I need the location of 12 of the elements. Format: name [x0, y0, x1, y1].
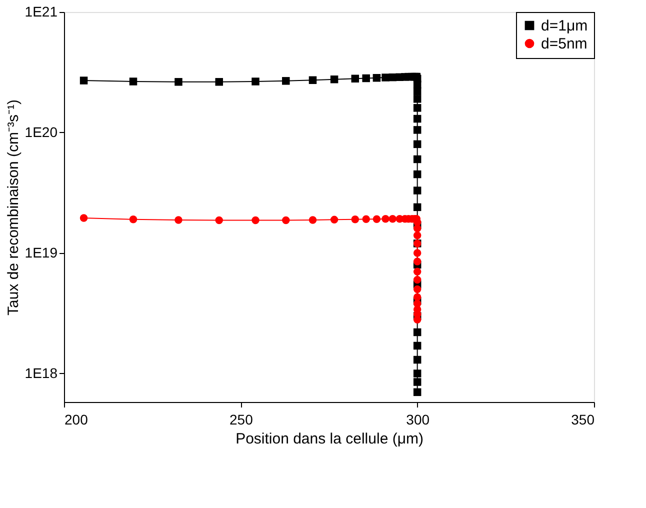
y-axis-title: Taux de recombinaison (cm⁻³s⁻¹) — [4, 100, 22, 316]
y-tick-label: 1E19 — [24, 244, 58, 260]
x-tick-label: 300 — [406, 412, 430, 428]
legend-label: d=5nm — [541, 36, 588, 52]
y-tick-label: 1E18 — [24, 364, 58, 381]
y-tick-label: 1E20 — [24, 124, 58, 140]
x-tick-label: 350 — [571, 412, 595, 428]
x-tick-label: 200 — [64, 412, 88, 428]
x-tick-label: 250 — [229, 412, 254, 428]
x-axis-title: Position dans la cellule (μm) — [236, 430, 424, 448]
legend-label: d=1μm — [541, 18, 588, 34]
y-tick-label: 1E21 — [24, 4, 58, 20]
